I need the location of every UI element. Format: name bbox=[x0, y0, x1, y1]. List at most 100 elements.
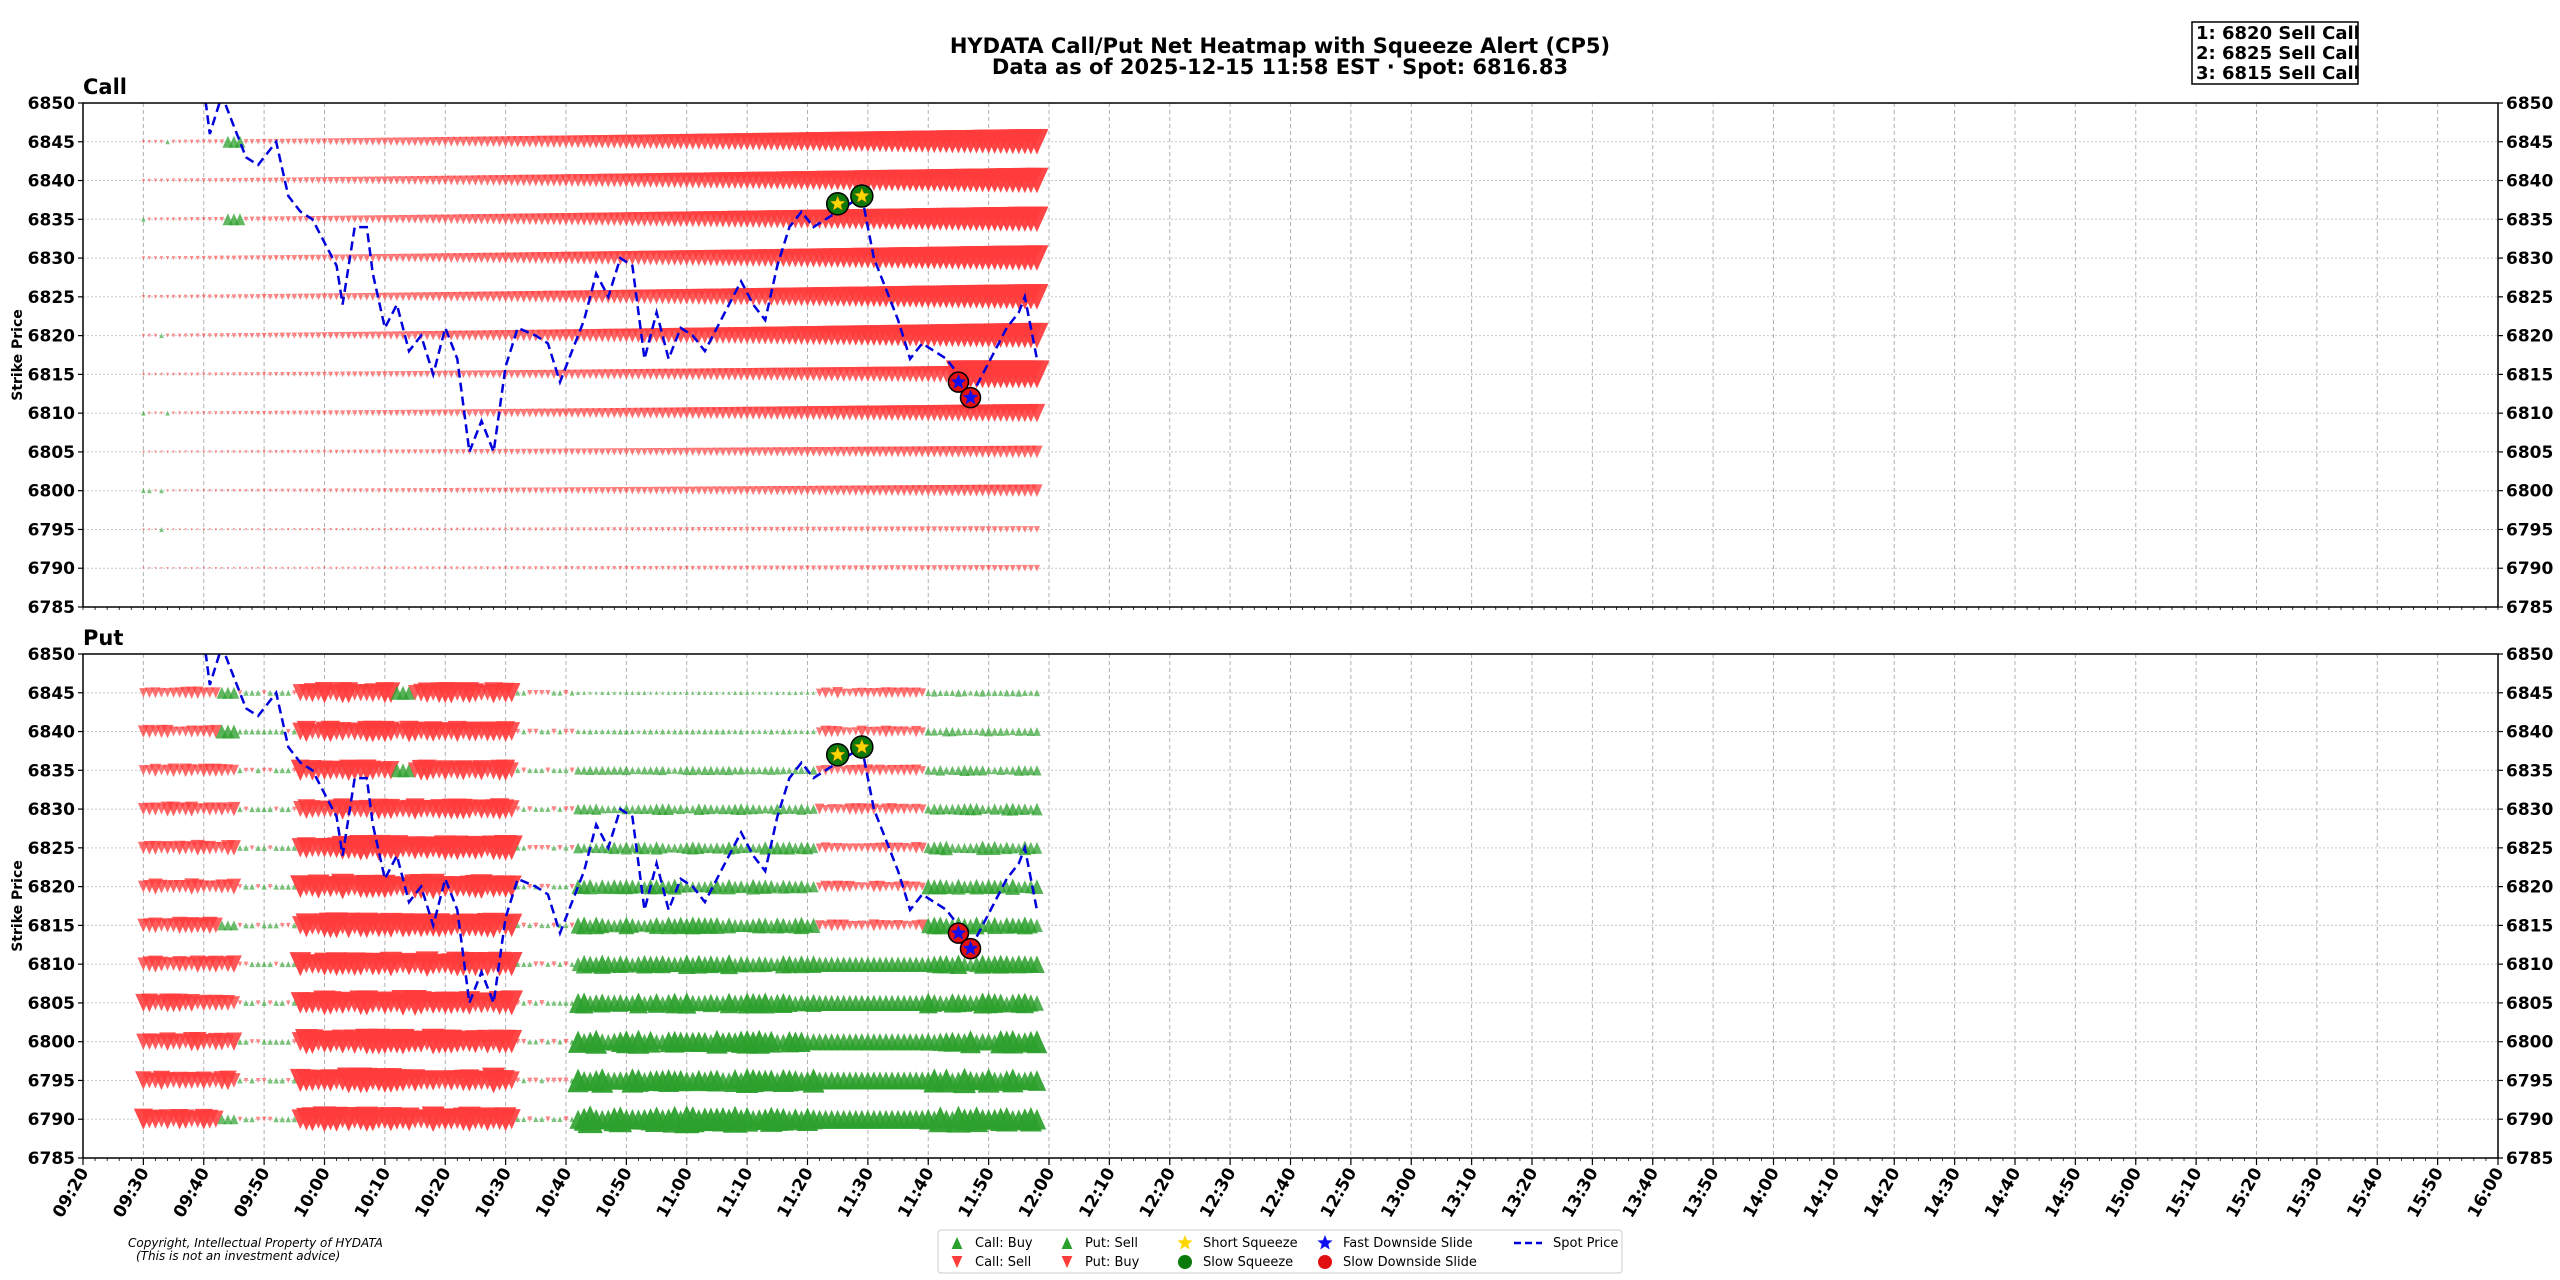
buy-marker bbox=[551, 1000, 557, 1006]
y-tick-label: 6805 bbox=[2506, 994, 2553, 1014]
buy-marker bbox=[597, 842, 607, 854]
buy-marker bbox=[715, 690, 719, 695]
sell-marker bbox=[286, 1000, 291, 1006]
buy-marker bbox=[787, 690, 792, 696]
buy-marker bbox=[691, 690, 695, 695]
sell-marker bbox=[226, 372, 230, 377]
sell-marker bbox=[1015, 526, 1022, 533]
sell-marker bbox=[196, 566, 199, 570]
y-tick-label: 6795 bbox=[28, 520, 75, 540]
sell-marker bbox=[863, 726, 873, 737]
buy-marker bbox=[527, 767, 533, 774]
sell-marker bbox=[453, 409, 461, 417]
sell-marker bbox=[833, 766, 842, 775]
sell-marker bbox=[358, 371, 364, 378]
sell-marker bbox=[292, 806, 297, 812]
sell-marker bbox=[238, 528, 242, 531]
sell-marker bbox=[845, 446, 855, 458]
sell-marker bbox=[458, 330, 468, 341]
sell-marker bbox=[835, 565, 841, 572]
y-tick-label: 6815 bbox=[28, 916, 75, 936]
sell-marker bbox=[208, 566, 211, 570]
buy-marker bbox=[255, 689, 261, 696]
sell-marker bbox=[419, 566, 423, 570]
sell-marker bbox=[847, 526, 853, 533]
buy-marker bbox=[708, 728, 714, 735]
sell-marker bbox=[659, 447, 667, 456]
sell-marker bbox=[551, 806, 557, 812]
sell-marker bbox=[335, 527, 338, 531]
sell-marker bbox=[286, 410, 291, 416]
sell-marker bbox=[485, 566, 490, 571]
sell-marker bbox=[274, 528, 278, 531]
sell-marker bbox=[654, 565, 659, 571]
sell-marker bbox=[448, 487, 454, 494]
sell-marker bbox=[555, 408, 565, 418]
sell-marker bbox=[393, 176, 401, 185]
sell-marker bbox=[527, 883, 533, 890]
sell-marker bbox=[382, 449, 388, 455]
sell-marker bbox=[412, 449, 418, 455]
sell-marker bbox=[648, 527, 653, 532]
sell-marker bbox=[973, 526, 980, 533]
sell-marker bbox=[434, 137, 444, 147]
sell-marker bbox=[184, 528, 187, 531]
buy-marker bbox=[610, 805, 618, 814]
sell-marker bbox=[207, 178, 212, 183]
sell-marker bbox=[220, 489, 224, 493]
sell-marker bbox=[244, 488, 248, 493]
sell-marker bbox=[887, 920, 897, 930]
sell-marker bbox=[461, 527, 465, 532]
sell-marker bbox=[833, 804, 843, 814]
buy-marker bbox=[640, 766, 649, 775]
sell-marker bbox=[503, 800, 520, 818]
sell-marker bbox=[755, 486, 764, 496]
sell-marker bbox=[720, 565, 726, 571]
sell-marker bbox=[731, 447, 739, 457]
sell-marker bbox=[291, 254, 298, 262]
sell-marker bbox=[214, 489, 218, 493]
sell-marker bbox=[411, 292, 420, 302]
sell-marker bbox=[400, 371, 406, 378]
sell-marker bbox=[238, 566, 242, 570]
sell-marker bbox=[440, 292, 450, 302]
buy-marker bbox=[754, 804, 764, 814]
sell-marker bbox=[428, 253, 438, 263]
sell-marker bbox=[440, 214, 450, 225]
sell-marker bbox=[389, 566, 393, 570]
sell-marker bbox=[961, 526, 968, 533]
buy-marker bbox=[930, 727, 938, 736]
buy-marker bbox=[809, 804, 818, 814]
sell-marker bbox=[232, 411, 236, 416]
sell-marker bbox=[851, 446, 861, 458]
sell-marker bbox=[744, 526, 750, 532]
buy-marker bbox=[217, 920, 227, 931]
buy-marker bbox=[229, 920, 239, 931]
buy-marker bbox=[984, 804, 993, 814]
sell-marker bbox=[238, 411, 242, 416]
buy-marker bbox=[924, 765, 933, 775]
y-tick-label: 6820 bbox=[2506, 878, 2553, 898]
sell-marker bbox=[539, 961, 545, 967]
buy-marker bbox=[539, 922, 545, 929]
sell-marker bbox=[267, 767, 273, 773]
sell-marker bbox=[165, 294, 170, 299]
sell-marker bbox=[851, 688, 860, 698]
sell-marker bbox=[605, 487, 612, 495]
sell-marker bbox=[353, 527, 357, 532]
legend-marker bbox=[951, 1256, 963, 1268]
sell-marker bbox=[543, 408, 552, 418]
sell-marker bbox=[1025, 284, 1049, 310]
sell-marker bbox=[579, 408, 589, 419]
sell-marker bbox=[823, 526, 829, 533]
sell-marker bbox=[594, 566, 599, 571]
sell-marker bbox=[201, 255, 206, 261]
y-tick-label: 6800 bbox=[2506, 1033, 2553, 1053]
buy-marker bbox=[267, 1077, 273, 1084]
sell-marker bbox=[168, 687, 179, 698]
sell-marker bbox=[225, 255, 231, 261]
buy-marker bbox=[778, 804, 788, 815]
x-tick-label: 14:50 bbox=[2041, 1164, 2085, 1221]
sell-marker bbox=[329, 527, 332, 531]
